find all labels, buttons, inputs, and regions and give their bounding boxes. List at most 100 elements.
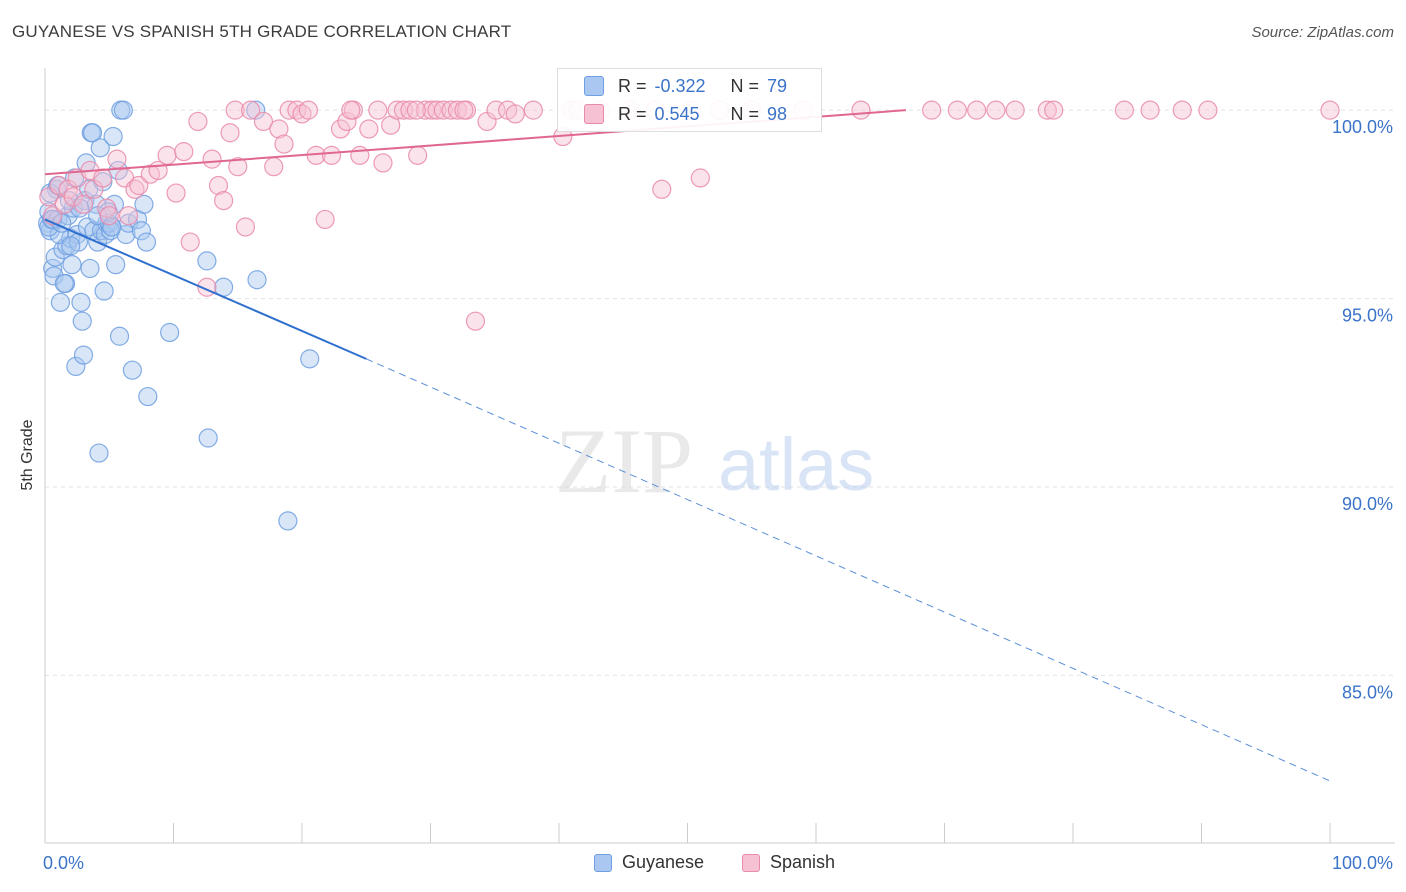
point-spanish [1044,100,1064,120]
point-spanish [652,179,672,199]
point-spanish [99,206,119,226]
point-guyanese [66,356,86,377]
point-spanish [180,232,200,252]
point-spanish [279,100,299,120]
point-guyanese [138,386,158,407]
point-guyanese [45,247,65,267]
point-guyanese [122,360,142,380]
point-guyanese [72,311,92,331]
point-spanish [1140,100,1160,120]
point-spanish [337,111,357,132]
point-guyanese [71,292,91,312]
point-guyanese [43,258,63,279]
point-spanish [228,157,248,177]
spanish-n-value: 98 [767,103,788,124]
watermark-atlas: atlas [718,423,874,506]
point-spanish [274,134,294,154]
point-guyanese [50,292,71,312]
point-spanish [408,145,428,165]
point-spanish [125,179,145,199]
point-spanish [118,206,139,226]
point-spanish [986,100,1006,120]
point-guyanese [106,255,126,275]
point-spanish [321,145,342,165]
point-guyanese [73,345,94,365]
point-guyanese [90,138,110,158]
point-spanish [188,111,208,132]
point-guyanese [113,100,133,120]
point-guyanese [61,236,81,256]
guyanese-n-value: 79 [767,75,788,96]
legend-label-guyanese: Guyanese [622,852,705,872]
r-label: R = [618,75,647,96]
y-tick-label: 90.0% [1342,494,1393,514]
y-tick-label: 95.0% [1342,306,1393,326]
point-spanish [851,100,871,120]
guyanese-r-value: -0.322 [654,75,706,96]
legend-item-spanish[interactable]: Spanish [742,852,835,873]
r-label: R = [618,103,647,124]
point-spanish [523,100,543,120]
point-spanish [214,190,234,211]
stats-legend-row-guyanese: R = -0.322 N = 79 [584,73,787,99]
point-guyanese [80,258,100,279]
point-spanish [107,149,127,169]
point-spanish [264,157,284,177]
point-guyanese [247,270,267,290]
point-spanish [406,100,426,120]
point-spanish [967,100,987,120]
point-spanish [129,175,149,196]
point-spanish [947,100,967,120]
point-guyanese [94,281,114,301]
point-spanish [298,100,319,120]
point-spanish [400,100,420,120]
point-spanish [93,168,113,188]
point-spanish [350,145,370,165]
point-guyanese [103,126,123,147]
point-guyanese [131,221,151,241]
point-spanish [235,217,256,237]
legend-label-spanish: Spanish [770,852,836,872]
point-spanish [1114,100,1135,120]
watermark-zip: ZIP [555,410,693,512]
source-label: Source: ZipAtlas.com [1251,24,1394,41]
point-guyanese [109,326,130,346]
point-spanish [373,153,393,173]
point-spanish [1198,100,1218,120]
point-guyanese [102,217,122,237]
point-spanish [1037,100,1057,120]
chart-title: GUYANESE VS SPANISH 5TH GRADE CORRELATIO… [12,22,512,41]
stats-legend-row-spanish: R = 0.545 N = 98 [584,101,787,127]
point-spanish [220,123,240,143]
trendline-guyanese-extension [366,358,1331,782]
point-spanish [422,100,442,120]
point-spanish [427,100,447,120]
point-spanish [208,175,229,196]
point-guyanese [160,322,180,343]
x-tick-label: 100.0% [1332,853,1393,873]
point-spanish [166,183,186,203]
stats-legend: R = -0.322 N = 79 R = 0.545 N = 98 [557,68,822,132]
point-guyanese [300,349,320,369]
point-spanish [330,119,351,139]
point-spanish [454,100,474,120]
legend-swatch-guyanese [594,853,612,872]
point-spanish [922,100,942,120]
legend-item-guyanese[interactable]: Guyanese [594,852,704,873]
point-spanish [287,100,307,120]
point-spanish [1172,100,1192,120]
point-spanish [368,100,388,120]
point-spanish [341,100,361,120]
point-spanish [174,142,194,162]
n-label: N = [730,103,760,124]
point-spanish [690,168,710,188]
spanish-swatch [584,104,604,124]
point-spanish [202,149,222,169]
point-guyanese [278,511,298,531]
n-label: N = [730,75,760,96]
point-spanish [1005,100,1025,120]
y-tick-label: 100.0% [1332,117,1393,137]
point-spanish [359,119,379,139]
point-spanish [1320,100,1340,120]
point-guyanese [82,123,103,143]
